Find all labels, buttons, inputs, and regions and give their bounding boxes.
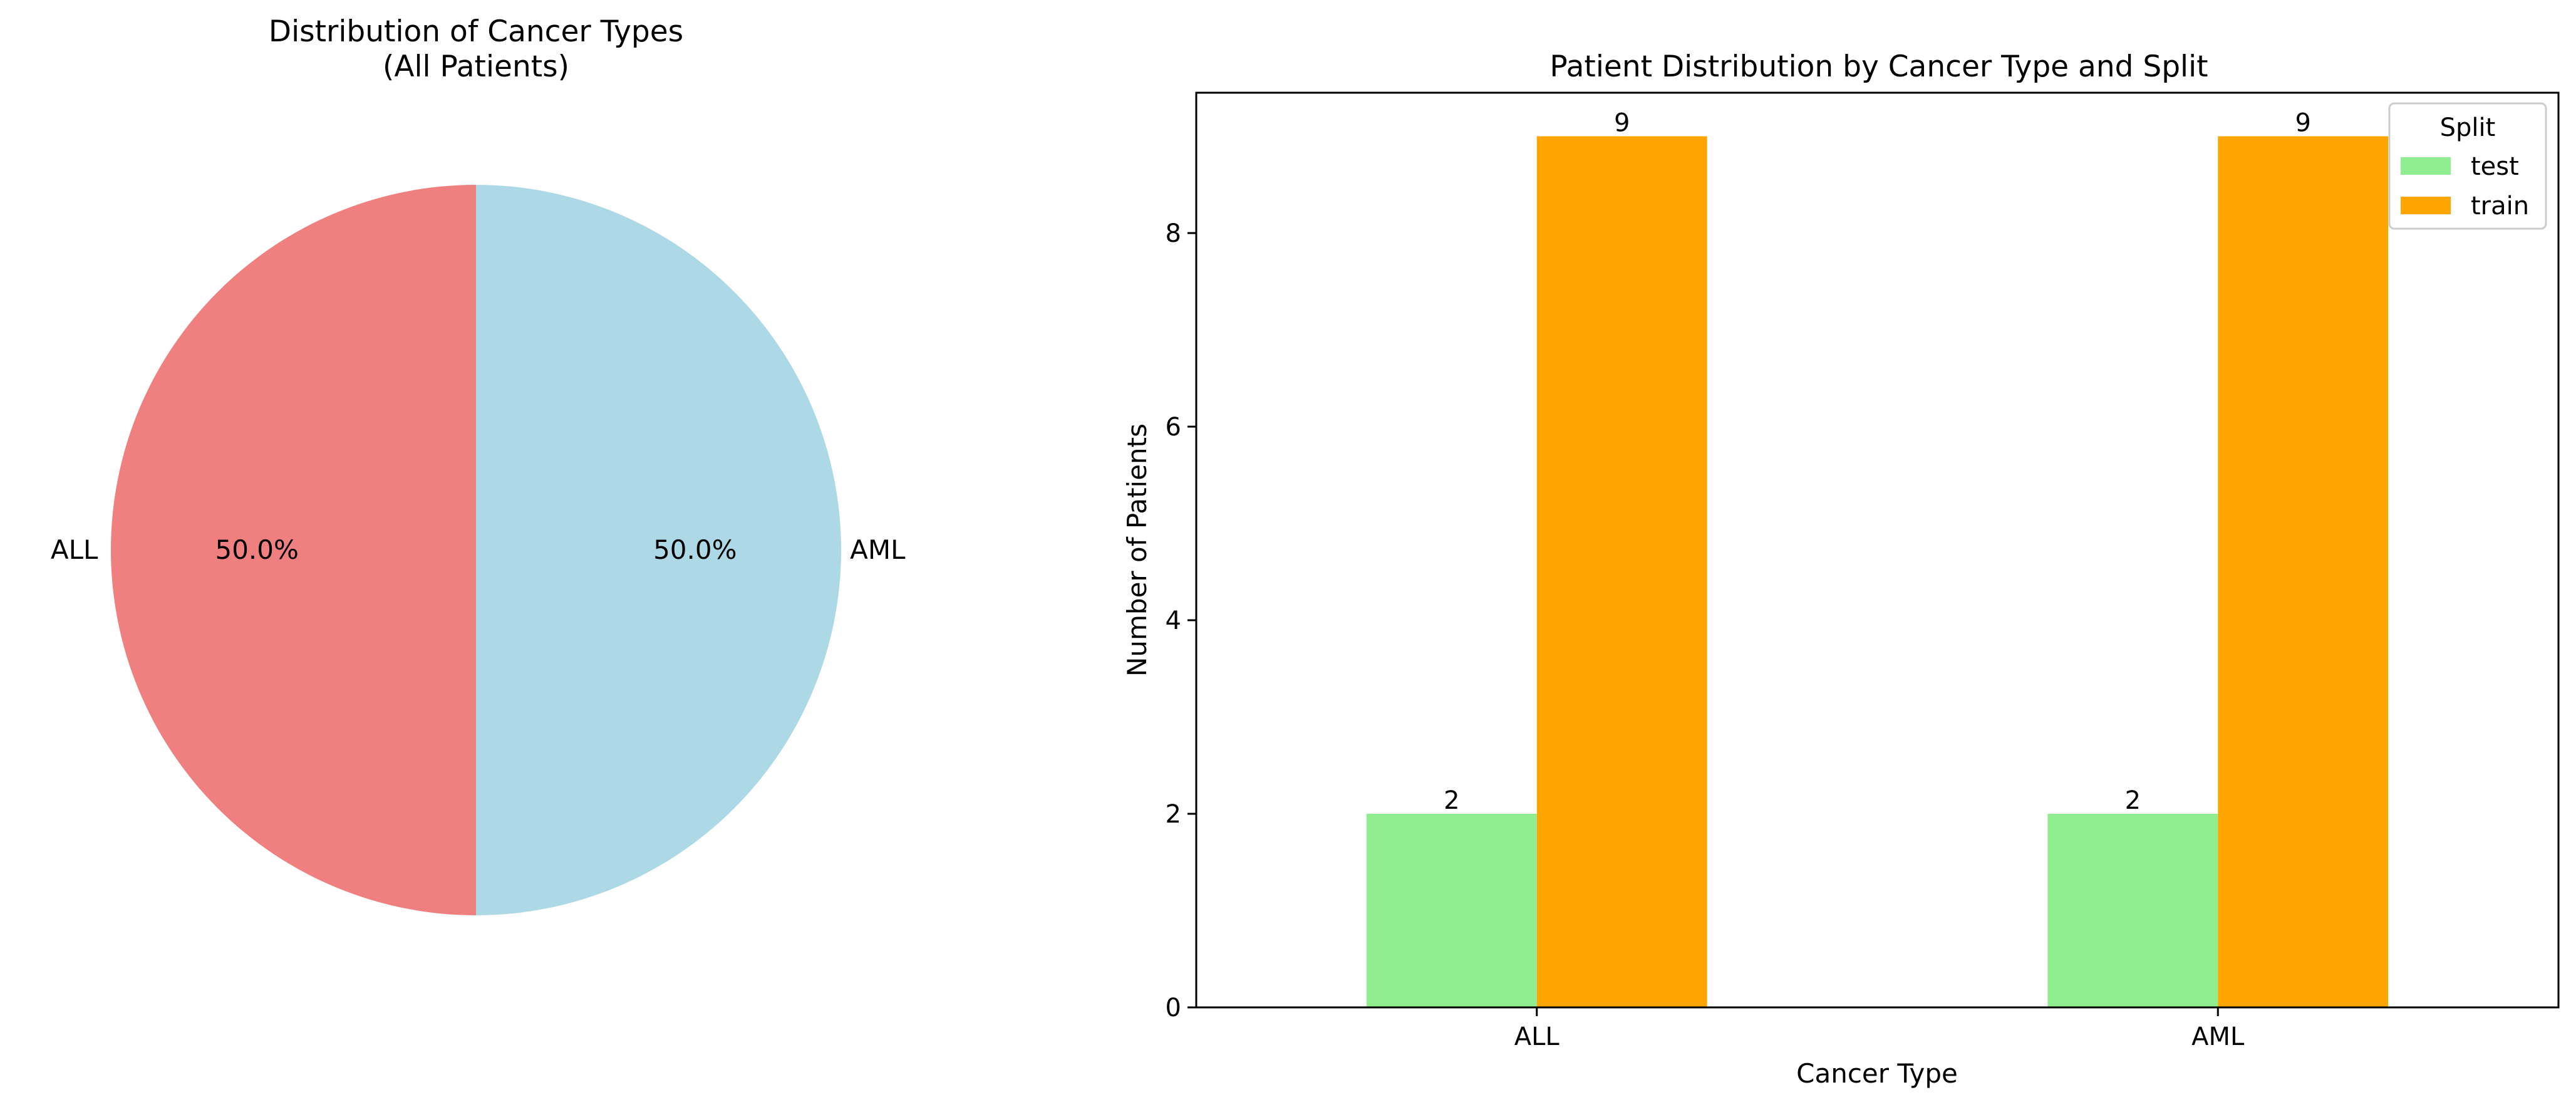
pie-slice-aml [476,185,841,915]
y-tick-label-4: 4 [1166,606,1181,635]
pie-slice-all [111,185,476,915]
x-tick-label-all: ALL [1514,1022,1560,1051]
bar-train-aml [2218,136,2389,1007]
x-axis-label: Cancer Type [1796,1058,1958,1089]
bar-series [1366,136,2389,1007]
pie-title-line-2: (All Patients) [383,49,569,84]
pie-pct-aml: 50.0% [653,534,737,565]
y-tick-label-2: 2 [1166,800,1181,829]
bar-data-labels: 2 9 2 9 [1444,109,2311,815]
y-axis-label: Number of Patients [1122,424,1152,677]
pie-pct-all: 50.0% [215,534,298,565]
pie-title-line-1: Distribution of Cancer Types [269,14,683,49]
y-tick-label-8: 8 [1166,219,1181,248]
legend: Split test train [2388,102,2547,230]
x-axis-ticks: ALL AML [1514,1007,2245,1051]
y-axis-ticks: 0 2 4 6 8 [1166,219,1196,1022]
bar-test-all [1366,814,1537,1007]
bar-train-all [1536,136,1707,1007]
y-tick-label-0: 0 [1166,994,1181,1022]
x-tick-label-aml: AML [2191,1022,2245,1051]
data-label-train-all: 9 [1614,109,1630,138]
data-label-test-aml: 2 [2125,786,2141,815]
data-label-train-aml: 9 [2295,109,2310,138]
y-tick-label-6: 6 [1166,413,1181,442]
legend-title: Split [2440,113,2496,142]
pie-label-all: ALL [51,534,98,565]
legend-swatch-train [2401,197,2451,214]
pie-slices [111,185,841,915]
data-label-test-all: 2 [1444,786,1459,815]
pie-labels: ALL 50.0% AML 50.0% [51,534,906,565]
plot-frame [1195,91,2560,1009]
pie-label-aml: AML [850,534,906,565]
bar-chart: Patient Distribution by Cancer Type and … [1122,49,2560,1089]
legend-label-train: train [2471,192,2529,221]
bar-test-aml [2047,814,2218,1007]
pie-chart: Distribution of Cancer Types (All Patien… [51,14,906,915]
legend-swatch-test [2401,157,2451,175]
bar-title: Patient Distribution by Cancer Type and … [1549,49,2208,84]
legend-label-test: test [2471,152,2519,181]
